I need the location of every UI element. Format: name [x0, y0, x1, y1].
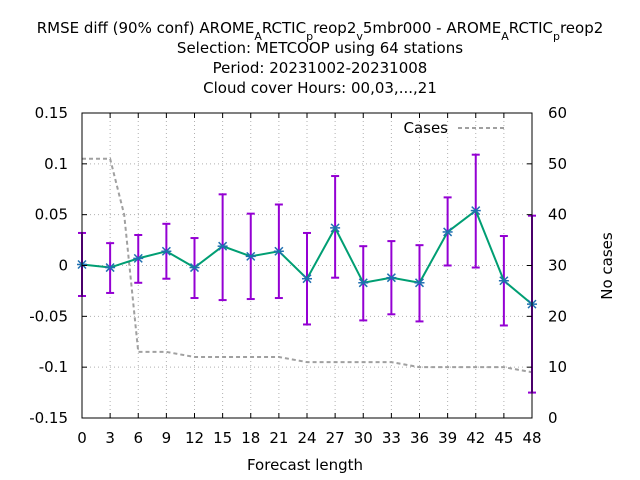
x-tick-label: 45	[494, 429, 513, 447]
data-point	[330, 223, 341, 233]
y2-tick-label: 30	[548, 257, 567, 275]
x-tick-label: 12	[185, 429, 204, 447]
x-tick-label: 30	[354, 429, 373, 447]
x-axis-label: Forecast length	[247, 456, 363, 474]
data-point	[217, 241, 228, 251]
x-tick-label: 24	[297, 429, 316, 447]
x-tick-label: 36	[410, 429, 429, 447]
y2-tick-label: 20	[548, 307, 567, 325]
data-point	[245, 251, 256, 261]
data-point	[498, 276, 509, 286]
y2-tick-label: 10	[548, 358, 567, 376]
data-point	[442, 227, 453, 237]
x-tick-label: 6	[133, 429, 143, 447]
legend-label-cases: Cases	[403, 119, 448, 137]
y2-tick-label: 60	[548, 104, 567, 122]
y-tick-label: 0.05	[35, 206, 68, 224]
data-point	[161, 246, 172, 256]
error-bars	[78, 153, 536, 394]
data-point	[133, 253, 144, 263]
x-tick-label: 3	[105, 429, 115, 447]
tick-marks	[81, 112, 533, 419]
title-line-1: Selection: METCOOP using 64 stations	[177, 39, 463, 57]
data-point	[273, 246, 284, 256]
data-point	[386, 273, 397, 283]
y-tick-label: -0.1	[39, 358, 68, 376]
y2-axis-label: No cases	[598, 232, 616, 300]
data-point	[470, 206, 481, 216]
x-tick-label: 9	[162, 429, 172, 447]
y2-tick-label: 40	[548, 206, 567, 224]
data-point	[414, 278, 425, 288]
data-point	[189, 263, 200, 273]
title-line-3: Cloud cover Hours: 00,03,...,21	[203, 79, 437, 97]
y-tick-label: -0.05	[29, 307, 68, 325]
legend: Cases	[403, 119, 505, 137]
x-tick-label: 27	[326, 429, 345, 447]
y-tick-label: 0.1	[44, 155, 68, 173]
data-point	[105, 263, 116, 273]
x-tick-label: 42	[466, 429, 485, 447]
y-tick-label: -0.15	[29, 409, 68, 427]
title-line-2: Period: 20231002-20231008	[213, 59, 428, 77]
x-tick-label: 33	[382, 429, 401, 447]
y2-tick-label: 0	[548, 409, 558, 427]
x-tick-label: 15	[213, 429, 232, 447]
cases-line	[82, 157, 533, 374]
x-tick-label: 39	[438, 429, 457, 447]
x-tick-label: 21	[269, 429, 288, 447]
y2-tick-label: 50	[548, 155, 567, 173]
data-point	[302, 274, 312, 284]
chart-title: RMSE diff (90% conf) AROMEARCTICpreop2v5…	[37, 19, 604, 97]
x-tick-label: 18	[241, 429, 260, 447]
title-line-0: RMSE diff (90% conf) AROMEARCTICpreop2v5…	[37, 19, 604, 43]
x-tick-labels: 0 3 6 9 12 15 18 21 24 27 30 33 36 39 42 45 48	[77, 429, 541, 447]
y-tick-labels: -0.15 -0.1 -0.05 0 0.05 0.1 0.15	[29, 104, 68, 427]
data-point	[358, 278, 369, 288]
x-tick-label: 48	[522, 429, 541, 447]
x-tick-label: 0	[77, 429, 87, 447]
cases-series	[82, 157, 533, 374]
y-tick-label: 0.15	[35, 104, 68, 122]
y2-tick-labels: 0 10 20 30 40 50 60	[548, 104, 567, 427]
y-tick-label: 0	[58, 257, 68, 275]
